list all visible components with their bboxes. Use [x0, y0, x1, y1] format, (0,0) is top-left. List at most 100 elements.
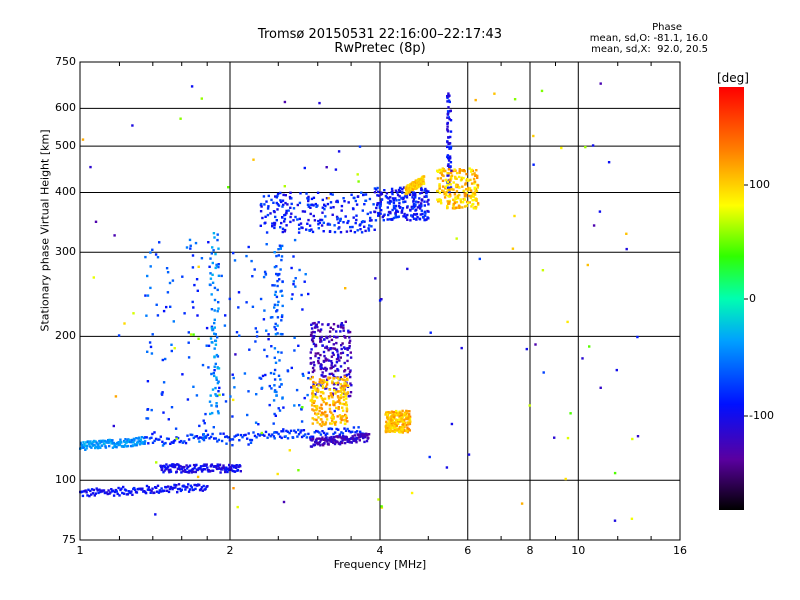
data-point	[397, 418, 400, 421]
data-point	[453, 168, 456, 171]
data-point	[323, 397, 327, 400]
data-point	[351, 225, 354, 229]
data-point	[468, 167, 471, 170]
data-point	[448, 193, 452, 196]
data-point	[179, 468, 182, 471]
data-point	[324, 402, 328, 405]
data-point	[210, 341, 213, 344]
data-point	[234, 353, 237, 356]
data-point	[148, 437, 152, 440]
data-point	[325, 414, 329, 417]
data-point	[350, 384, 353, 387]
data-point	[172, 441, 175, 444]
data-point	[314, 324, 317, 327]
data-point	[320, 335, 323, 339]
data-point	[150, 408, 153, 412]
data-point	[325, 438, 329, 441]
data-point	[210, 252, 213, 255]
data-point	[351, 435, 354, 438]
data-point	[322, 230, 325, 233]
data-point	[401, 207, 405, 210]
data-point	[310, 331, 313, 334]
data-point	[394, 422, 397, 425]
data-point	[340, 326, 343, 329]
data-point	[364, 193, 368, 196]
data-point	[331, 392, 334, 395]
data-point	[197, 437, 200, 440]
data-point	[324, 357, 327, 360]
data-point	[145, 436, 148, 439]
data-point	[448, 142, 451, 145]
data-point	[165, 463, 168, 466]
data-point	[279, 199, 282, 202]
data-point	[311, 230, 315, 234]
data-point	[541, 269, 545, 272]
data-point	[326, 323, 330, 327]
data-point	[216, 238, 219, 242]
data-point	[172, 463, 175, 466]
data-point	[254, 340, 257, 343]
data-point	[409, 219, 412, 222]
data-point	[382, 219, 385, 222]
data-point	[615, 368, 618, 372]
data-point	[325, 387, 328, 390]
data-point	[410, 214, 413, 217]
data-point	[358, 224, 361, 227]
data-point	[325, 418, 329, 421]
data-point	[331, 380, 334, 383]
data-point	[406, 267, 409, 271]
data-point	[208, 437, 211, 440]
data-point	[316, 430, 319, 433]
data-point	[269, 371, 273, 375]
data-point	[161, 440, 164, 443]
data-point	[453, 200, 456, 203]
data-point	[461, 185, 464, 188]
data-point	[281, 216, 284, 219]
data-point	[278, 272, 281, 276]
data-point	[391, 208, 394, 212]
data-point	[204, 429, 208, 432]
data-point	[283, 230, 286, 233]
data-point	[213, 309, 216, 312]
data-point	[211, 388, 215, 391]
y-tick-label: 300	[55, 245, 76, 259]
data-point	[299, 431, 302, 434]
data-point	[293, 429, 296, 432]
data-point	[277, 432, 280, 436]
data-point	[263, 203, 266, 206]
data-point	[353, 231, 357, 234]
data-point	[280, 319, 283, 322]
data-point	[400, 196, 403, 200]
data-point	[418, 197, 421, 200]
data-point	[332, 365, 335, 368]
data-point	[449, 135, 452, 139]
data-point	[345, 403, 348, 406]
data-point	[321, 390, 324, 394]
data-point	[306, 393, 309, 397]
data-point	[386, 418, 390, 421]
data-point	[457, 194, 461, 197]
data-point	[274, 215, 277, 219]
data-point	[313, 326, 317, 329]
data-point	[196, 314, 199, 317]
data-point	[446, 164, 450, 167]
data-point	[327, 349, 330, 352]
data-point	[189, 247, 192, 250]
data-point	[349, 356, 353, 359]
data-point	[378, 212, 381, 216]
data-point	[202, 433, 205, 436]
data-point	[233, 259, 237, 262]
data-point	[239, 470, 242, 473]
data-point	[449, 110, 452, 113]
data-point	[281, 304, 284, 308]
data-point	[227, 468, 230, 472]
data-point	[107, 439, 110, 442]
data-point	[220, 468, 223, 471]
data-point	[311, 370, 315, 374]
data-point	[112, 441, 115, 445]
data-point	[210, 293, 213, 296]
data-point	[293, 336, 296, 339]
data-point	[231, 415, 234, 418]
data-point	[528, 404, 531, 407]
data-point	[282, 203, 285, 207]
